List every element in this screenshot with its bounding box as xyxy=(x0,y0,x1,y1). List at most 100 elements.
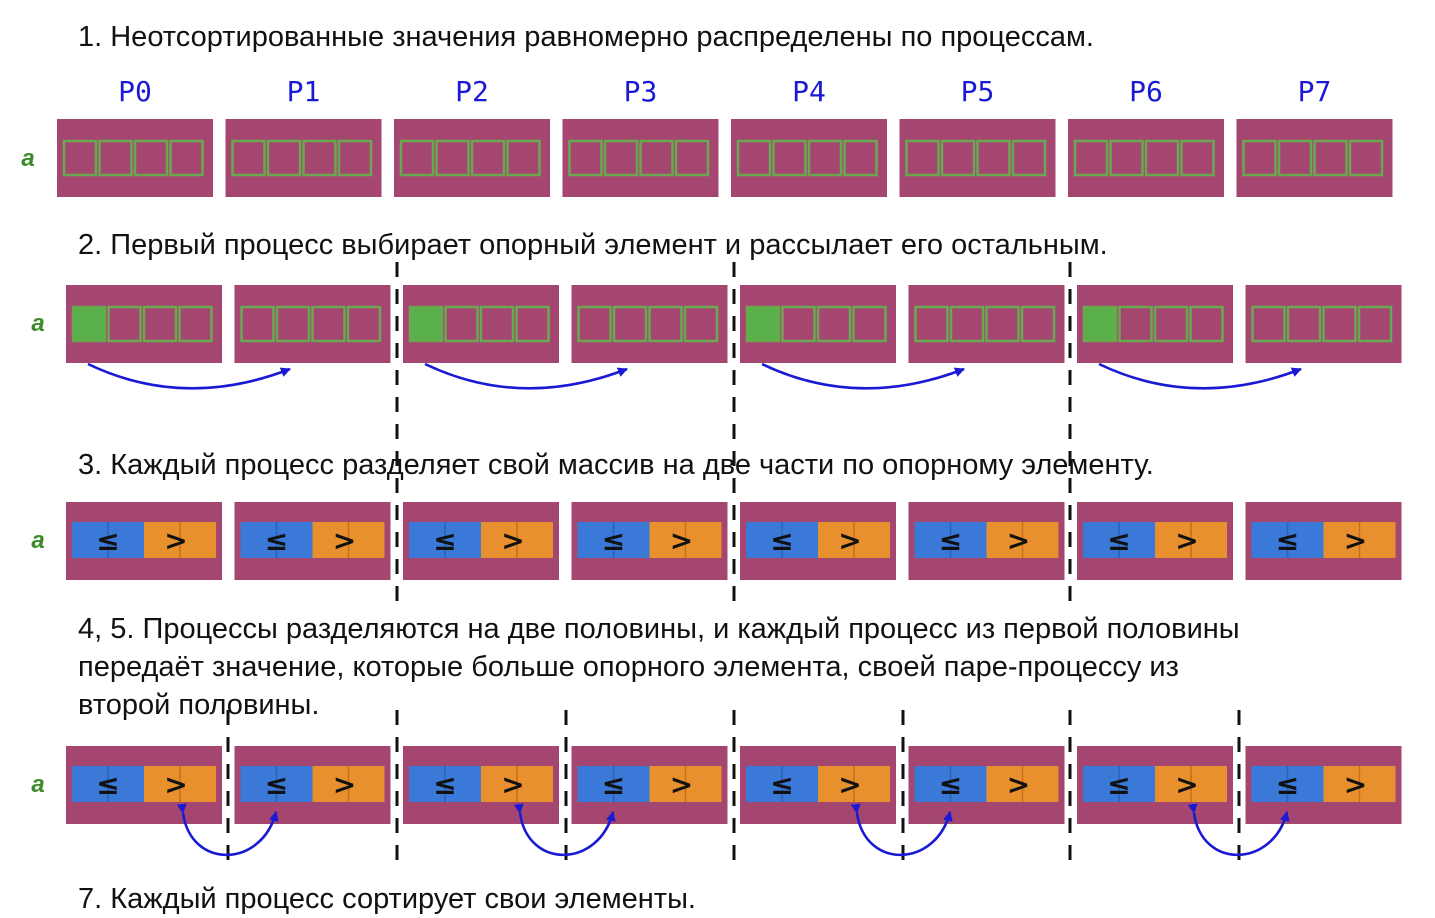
le-symbol: ≤ xyxy=(433,768,456,801)
gt-symbol: > xyxy=(838,524,861,557)
broadcast-arrow xyxy=(1098,362,1302,390)
process-label-p2: P2 xyxy=(455,75,489,108)
row2-cell xyxy=(1020,305,1056,343)
gt-symbol: > xyxy=(501,524,524,557)
gt-symbol: > xyxy=(333,768,356,801)
row1-cell xyxy=(1180,139,1215,177)
gt-symbol: > xyxy=(333,524,356,557)
broadcast-arrow xyxy=(761,362,965,390)
process-label-p5: P5 xyxy=(961,75,995,108)
le-symbol: ≤ xyxy=(1107,768,1130,801)
gt-symbol: > xyxy=(670,524,693,557)
row1-cell xyxy=(337,139,373,177)
le-symbol: ≤ xyxy=(1276,768,1299,801)
gt-symbol: > xyxy=(838,768,861,801)
row1-cell xyxy=(807,139,843,177)
row1-cell xyxy=(568,139,603,177)
step-4-text: 4, 5. Процессы разделяются на две полови… xyxy=(78,610,1398,724)
step-3-text: 3. Каждый процесс разделяет свой массив … xyxy=(78,449,1154,481)
gt-symbol: > xyxy=(164,768,187,801)
array-label-row4: a xyxy=(31,771,44,798)
le-symbol: ≤ xyxy=(939,524,962,557)
le-symbol: ≤ xyxy=(939,768,962,801)
row1-cell xyxy=(976,139,1011,177)
pivot-cell xyxy=(1082,305,1118,343)
row1-cell xyxy=(470,139,506,177)
row1-cell xyxy=(1313,139,1348,177)
row2-cell xyxy=(781,305,816,343)
row2-cell xyxy=(515,305,550,343)
exchange-arrow xyxy=(513,803,616,857)
row2-cell xyxy=(985,305,1020,343)
row2-cell xyxy=(1322,305,1357,343)
row1-cell xyxy=(843,139,878,177)
row2-cell xyxy=(311,305,346,343)
broadcast-arrow xyxy=(87,362,291,390)
gt-symbol: > xyxy=(1175,524,1198,557)
row1-cell xyxy=(940,139,976,177)
array-label-row2: a xyxy=(31,310,44,337)
row1-cell xyxy=(1348,139,1384,177)
row2-cell xyxy=(1118,305,1153,343)
step-4-line-3: второй половины. xyxy=(78,689,320,721)
le-symbol: ≤ xyxy=(96,768,119,801)
row1-cell xyxy=(435,139,470,177)
row1-cell xyxy=(1242,139,1277,177)
gt-symbol: > xyxy=(1344,768,1367,801)
gt-symbol: > xyxy=(1175,768,1198,801)
row1-cell xyxy=(506,139,541,177)
row2-cell xyxy=(444,305,479,343)
row2-cell xyxy=(1357,305,1393,343)
le-symbol: ≤ xyxy=(96,524,119,557)
row2-cell xyxy=(683,305,719,343)
process-label-p3: P3 xyxy=(624,75,658,108)
row1-cell xyxy=(1277,139,1313,177)
row2-cell xyxy=(178,305,213,343)
process-label-p1: P1 xyxy=(287,75,321,108)
row1-cell xyxy=(736,139,772,177)
row2-cell xyxy=(648,305,683,343)
pivot-cell xyxy=(408,305,444,343)
row1-cell xyxy=(98,139,133,177)
row2-cell xyxy=(107,305,142,343)
le-symbol: ≤ xyxy=(602,524,625,557)
row1-cell xyxy=(1109,139,1144,177)
row1-cell xyxy=(62,139,98,177)
row2-cell xyxy=(816,305,852,343)
row1-cell xyxy=(1011,139,1047,177)
row1-cell xyxy=(603,139,639,177)
process-label-p4: P4 xyxy=(792,75,826,108)
row1-cell xyxy=(674,139,710,177)
le-symbol: ≤ xyxy=(770,768,793,801)
exchange-arrow xyxy=(176,803,279,857)
gt-symbol: > xyxy=(1344,524,1367,557)
row1-cell xyxy=(639,139,674,177)
exchange-arrow xyxy=(1187,803,1290,857)
row2-cell xyxy=(346,305,382,343)
row2-cell xyxy=(479,305,515,343)
row2-cell xyxy=(1251,305,1286,343)
gt-symbol: > xyxy=(501,768,524,801)
gt-symbol: > xyxy=(1007,524,1030,557)
array-label-row3: a xyxy=(31,527,44,554)
le-symbol: ≤ xyxy=(1276,524,1299,557)
broadcast-arrow xyxy=(424,362,628,390)
row1-cell xyxy=(231,139,266,177)
row1-cell xyxy=(1144,139,1180,177)
process-label-p0: P0 xyxy=(118,75,152,108)
le-symbol: ≤ xyxy=(770,524,793,557)
le-symbol: ≤ xyxy=(602,768,625,801)
le-symbol: ≤ xyxy=(265,524,288,557)
row2-cell xyxy=(1153,305,1189,343)
row1-cell xyxy=(302,139,337,177)
process-label-p6: P6 xyxy=(1129,75,1163,108)
gt-symbol: > xyxy=(1007,768,1030,801)
step-4-line-1: 4, 5. Процессы разделяются на две полови… xyxy=(78,613,1240,645)
row1-cell xyxy=(266,139,302,177)
row1-cell xyxy=(905,139,940,177)
row2-cell xyxy=(914,305,949,343)
le-symbol: ≤ xyxy=(265,768,288,801)
row2-cell xyxy=(1189,305,1224,343)
row1-cell xyxy=(133,139,169,177)
